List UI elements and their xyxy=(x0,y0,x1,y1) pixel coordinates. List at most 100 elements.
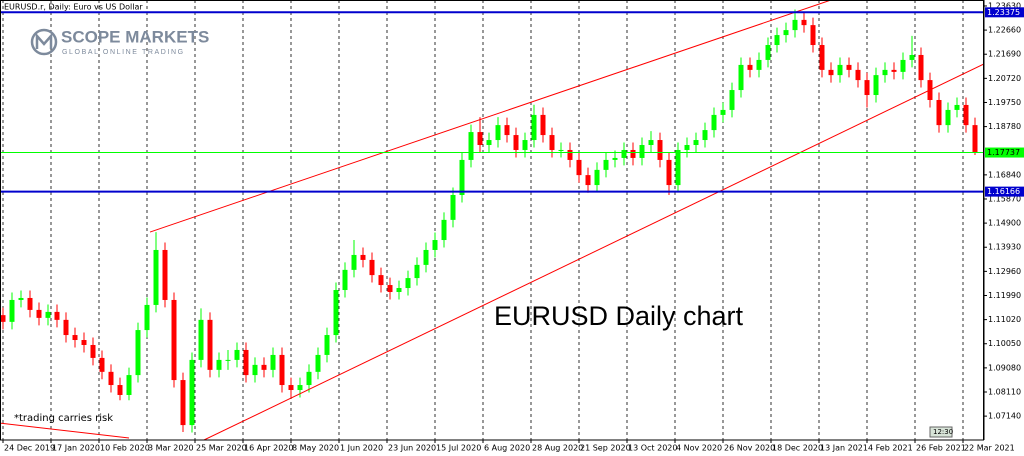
candle-body xyxy=(54,311,60,320)
candle-body xyxy=(729,90,735,110)
candle-body xyxy=(504,125,510,136)
candle-body xyxy=(423,249,429,265)
y-tick-label: 1.07140 xyxy=(988,412,1021,421)
x-tick-label: 3 Mar 2020 xyxy=(148,444,194,453)
candle-body xyxy=(351,254,357,270)
candle-body xyxy=(585,175,591,186)
candle-body xyxy=(63,319,69,336)
risk-note: *trading carries risk xyxy=(14,413,113,424)
x-tick-label: 21 Sep 2020 xyxy=(580,444,631,453)
candle-body xyxy=(432,240,438,250)
logo-mark xyxy=(35,32,53,49)
candle-body xyxy=(495,125,501,141)
y-tick-label: 1.11020 xyxy=(988,315,1021,324)
candle-body xyxy=(378,275,384,286)
candle-body xyxy=(522,140,528,150)
level-label-box xyxy=(985,186,1024,197)
candle-body xyxy=(234,349,240,360)
candle-body xyxy=(945,109,951,126)
candle-body xyxy=(126,375,132,395)
x-tick-label: 4 Nov 2020 xyxy=(676,444,722,453)
candle-body xyxy=(747,64,753,70)
y-tick-label: 1.18780 xyxy=(988,122,1021,131)
candle-body xyxy=(774,35,780,46)
x-tick-label: 17 Jan 2020 xyxy=(52,444,100,453)
candle-body xyxy=(486,140,492,146)
candle-body xyxy=(171,299,177,381)
plot-area xyxy=(0,0,984,440)
candle-body xyxy=(531,114,537,141)
candle-body xyxy=(72,335,78,341)
candle-body xyxy=(324,335,330,355)
candle-body xyxy=(567,149,573,160)
candle-body xyxy=(909,54,915,60)
candle-body xyxy=(612,157,618,160)
candle-body xyxy=(108,371,114,386)
candle-body xyxy=(360,254,366,260)
clock: 12:30 xyxy=(933,428,953,436)
level-label-box xyxy=(985,147,1024,158)
grid xyxy=(2,0,964,440)
x-tick-label: 8 May 2020 xyxy=(292,444,339,453)
candle-body xyxy=(594,169,600,186)
candle-body xyxy=(306,371,312,386)
candle-body xyxy=(45,311,51,318)
level-label: 1.17737 xyxy=(987,148,1020,157)
candle-body xyxy=(414,264,420,279)
candle-body xyxy=(711,114,717,131)
logo-ring xyxy=(30,28,58,56)
x-tick-label: 22 Mar 2021 xyxy=(964,444,1015,453)
trendline xyxy=(149,0,832,233)
x-tick-label: 6 Aug 2020 xyxy=(484,444,530,453)
candle-body xyxy=(162,249,168,300)
candle-body xyxy=(675,149,681,186)
candle-body xyxy=(783,30,789,36)
y-tick-label: 1.21690 xyxy=(988,50,1021,59)
candle-body xyxy=(387,285,393,293)
candle-body xyxy=(225,359,231,361)
candle-body xyxy=(90,344,96,358)
candle-body xyxy=(468,132,474,160)
x-tick-label: 18 Dec 2020 xyxy=(772,444,823,453)
candle-body xyxy=(918,54,924,81)
candle-body xyxy=(315,354,321,372)
x-tick-label: 24 Dec 2019 xyxy=(4,444,55,453)
candle-body xyxy=(288,385,294,391)
x-tick-label: 23 Jun 2020 xyxy=(388,444,436,453)
candle-body xyxy=(648,140,654,146)
y-tick-label: 1.23630 xyxy=(988,1,1021,10)
x-tick-label: 26 Nov 2020 xyxy=(724,444,775,453)
candle-body xyxy=(342,269,348,291)
candle-body xyxy=(405,278,411,289)
logo: SCOPE MARKETS GLOBAL ONLINE TRADING xyxy=(30,27,209,56)
candle-body xyxy=(252,364,258,376)
candle-body xyxy=(477,132,483,146)
candle-body xyxy=(9,299,15,322)
candle-body xyxy=(144,304,150,331)
y-tick-label: 1.11990 xyxy=(988,291,1021,300)
x-tick-label: 28 Aug 2020 xyxy=(532,444,583,453)
x-tick-label: 1 Jun 2020 xyxy=(340,444,383,453)
candle-body xyxy=(153,249,159,305)
clock-box xyxy=(929,426,953,438)
candle-body xyxy=(828,69,834,76)
candle-body xyxy=(621,149,627,158)
candle-body xyxy=(666,159,672,186)
level-label: 1.16166 xyxy=(987,187,1020,196)
x-tick-label: 13 Jan 2021 xyxy=(820,444,868,453)
level-label-box xyxy=(985,7,1024,18)
candle-body xyxy=(27,297,33,310)
y-tick-label: 1.10050 xyxy=(988,339,1021,348)
trendline xyxy=(203,63,984,440)
logo-name: SCOPE MARKETS xyxy=(61,27,209,46)
candle-body xyxy=(396,288,402,293)
candle-body xyxy=(963,104,969,126)
logo-tagline: GLOBAL ONLINE TRADING xyxy=(62,49,185,56)
candle-body xyxy=(765,45,771,60)
candle-body xyxy=(837,64,843,76)
x-tick-label: 4 Feb 2021 xyxy=(868,444,913,453)
candle-body xyxy=(702,130,708,141)
candle-body xyxy=(549,135,555,150)
